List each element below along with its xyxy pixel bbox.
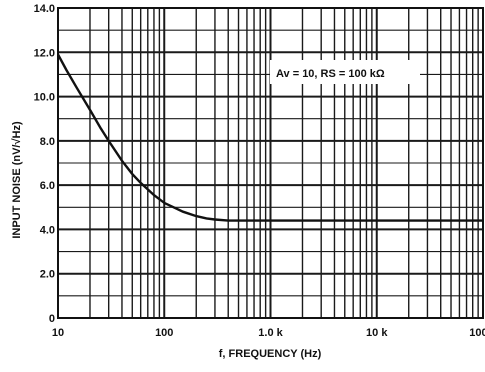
plot-frame — [57, 7, 484, 319]
noise-curve — [56, 53, 483, 222]
x-tick-label: 100 k — [469, 327, 485, 339]
y-tick-label: 10.0 — [34, 92, 55, 104]
y-tick-labels: 0 2.0 4.0 6.0 8.0 10.0 12.0 14.0 — [34, 3, 55, 325]
x-tick-label: 1.0 k — [258, 327, 283, 339]
y-tick-label: 12.0 — [34, 47, 55, 59]
y-tick-label: 0 — [49, 313, 55, 325]
x-axis-title: f, FREQUENCY (Hz) — [219, 348, 322, 360]
annotation-text: Av = 10, RS = 100 kΩ — [276, 68, 385, 80]
y-axis-title: INPUT NOISE (nV/√Hz) — [11, 121, 23, 239]
y-tick-label: 6.0 — [40, 180, 55, 192]
x-tick-label: 10 k — [366, 327, 388, 339]
y-tick-label: 14.0 — [34, 3, 55, 15]
y-tick-label: 4.0 — [40, 224, 55, 236]
x-tick-labels: 10 100 1.0 k 10 k 100 k — [52, 327, 485, 339]
y-tick-label: 8.0 — [40, 136, 55, 148]
annotation-background — [270, 60, 420, 84]
grid-lines — [57, 7, 483, 319]
x-tick-label: 100 — [155, 327, 173, 339]
x-tick-label: 10 — [52, 327, 64, 339]
y-tick-label: 2.0 — [40, 269, 55, 281]
